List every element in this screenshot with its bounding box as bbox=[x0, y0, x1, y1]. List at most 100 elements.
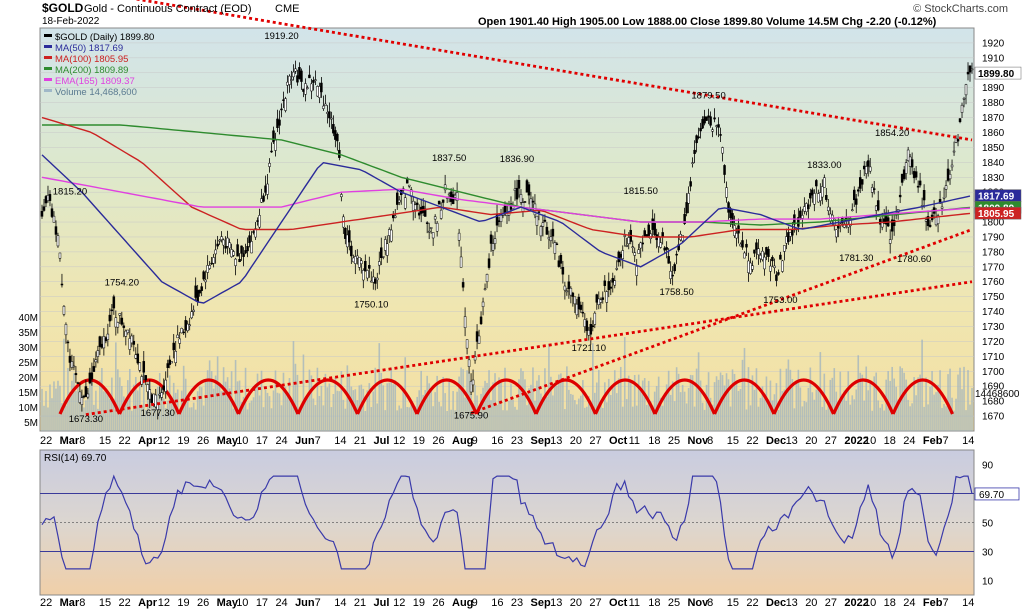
volume-bar bbox=[961, 389, 963, 431]
candle-body bbox=[286, 81, 289, 86]
volume-bar bbox=[111, 377, 113, 431]
volume-bar bbox=[328, 383, 331, 431]
candle-body bbox=[954, 137, 958, 143]
candle-body bbox=[144, 375, 148, 381]
volume-bar bbox=[845, 400, 848, 431]
volume-bar bbox=[368, 383, 371, 431]
candle-body bbox=[473, 356, 477, 361]
candle-body bbox=[559, 255, 563, 264]
candle-body bbox=[811, 189, 814, 196]
candle-body bbox=[232, 251, 235, 256]
volume-bar bbox=[859, 372, 862, 431]
volume-bar bbox=[127, 380, 129, 431]
candle-body bbox=[906, 149, 910, 161]
volume-bar bbox=[749, 405, 752, 431]
volume-bar bbox=[825, 409, 828, 431]
volume-bar bbox=[232, 408, 235, 431]
legend-swatch bbox=[44, 89, 52, 92]
price-tick-label: 1850 bbox=[982, 143, 1005, 154]
candle-body bbox=[112, 296, 116, 309]
candle-body bbox=[318, 86, 321, 98]
candle-body bbox=[615, 268, 619, 270]
candle-body bbox=[691, 162, 694, 164]
volume-bar bbox=[218, 382, 221, 431]
x-tick-label: 19 bbox=[413, 435, 425, 447]
candle-body bbox=[50, 208, 54, 217]
price-axis: 1920191019001890188018701860185018401830… bbox=[974, 38, 1022, 423]
volume-bar bbox=[366, 390, 369, 431]
x-tick-label: Dec bbox=[766, 597, 786, 609]
candle-body bbox=[817, 193, 820, 203]
candle-body bbox=[58, 252, 62, 259]
volume-bar bbox=[224, 381, 227, 431]
candle-body bbox=[380, 247, 383, 258]
volume-bar bbox=[931, 370, 933, 431]
price-annotation: 1815.20 bbox=[53, 186, 87, 197]
x-tick-label: 12 bbox=[158, 435, 170, 447]
candle-body bbox=[374, 278, 377, 284]
volume-bar bbox=[97, 408, 99, 431]
candle-body bbox=[469, 380, 473, 393]
x-tick-label: 8 bbox=[79, 597, 85, 609]
cycle-arc bbox=[653, 378, 716, 415]
candle-body bbox=[56, 235, 60, 247]
volume-bar bbox=[204, 381, 207, 431]
volume-bar bbox=[765, 376, 768, 431]
candle-body bbox=[637, 249, 640, 254]
volume-bar bbox=[186, 398, 189, 431]
volume-bar bbox=[869, 381, 872, 431]
candle-body bbox=[791, 229, 794, 236]
candle-body bbox=[302, 88, 305, 92]
candle-body bbox=[154, 394, 158, 408]
x-tick-label: 18 bbox=[648, 597, 660, 609]
x-tick-label: May bbox=[217, 435, 239, 447]
volume-bar bbox=[849, 404, 852, 431]
volume-bar bbox=[284, 386, 287, 431]
volume-bar bbox=[440, 406, 442, 431]
candle-body bbox=[779, 254, 782, 260]
volume-bar bbox=[560, 373, 562, 431]
volume-bar bbox=[382, 385, 385, 431]
candle-body bbox=[549, 236, 553, 241]
volume-bar bbox=[278, 393, 281, 431]
volume-bar bbox=[512, 399, 514, 431]
candle-body bbox=[835, 229, 838, 238]
candle-body bbox=[587, 330, 591, 336]
candle-body bbox=[212, 257, 215, 264]
volume-bar bbox=[735, 382, 738, 431]
volume-bar bbox=[803, 400, 806, 431]
candle-body bbox=[100, 343, 104, 348]
volume-bar bbox=[877, 400, 880, 431]
candle-body bbox=[665, 247, 668, 250]
price-tick-label: 1860 bbox=[982, 128, 1005, 139]
candle-body bbox=[391, 214, 395, 219]
candle-body bbox=[797, 217, 800, 227]
candle-body bbox=[288, 75, 291, 85]
x-tick-label: 16 bbox=[491, 435, 503, 447]
candle-body bbox=[597, 298, 601, 306]
volume-bar bbox=[901, 368, 903, 431]
candle-body bbox=[914, 171, 918, 178]
volume-bar bbox=[741, 359, 744, 431]
x-tick-label: 10 bbox=[864, 435, 876, 447]
volume-tick-label: 5M bbox=[24, 418, 38, 429]
volume-bar bbox=[534, 400, 536, 431]
volume-bar bbox=[617, 378, 620, 431]
x-tick-label: Oct bbox=[609, 435, 628, 447]
candle-body bbox=[924, 219, 928, 222]
price-annotation: 1677.30 bbox=[141, 408, 175, 419]
volume-bar bbox=[298, 407, 301, 431]
candle-body bbox=[781, 260, 784, 272]
candle-body bbox=[827, 206, 830, 211]
volume-bar bbox=[921, 339, 923, 431]
price-tick-label: 1750 bbox=[982, 292, 1005, 303]
candle-body bbox=[368, 265, 371, 269]
trendline bbox=[85, 280, 973, 416]
candle-body bbox=[128, 338, 132, 350]
x-tick-label: 27 bbox=[589, 597, 601, 609]
x-tick-label: 27 bbox=[589, 435, 601, 447]
candle-body bbox=[777, 272, 780, 275]
candle-body bbox=[940, 206, 944, 209]
x-tick-label: Jul bbox=[374, 435, 390, 447]
